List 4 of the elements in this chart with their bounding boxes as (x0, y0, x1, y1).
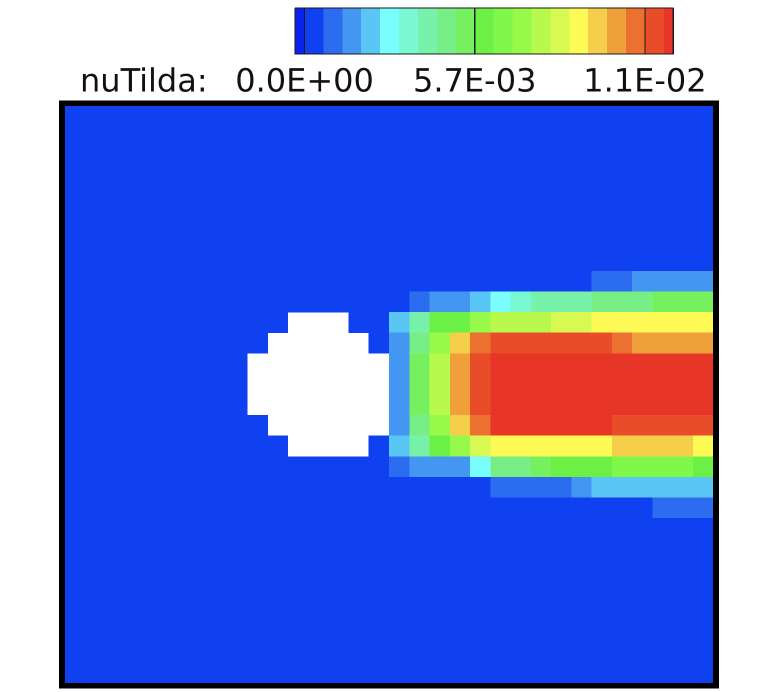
color-bar-title: nuTilda: (80, 62, 208, 100)
color-bar-label: 1.1E-02 (583, 62, 707, 100)
color-bar-label: 5.7E-03 (413, 62, 536, 100)
color-bar-label: 0.0E+00 (235, 62, 374, 100)
